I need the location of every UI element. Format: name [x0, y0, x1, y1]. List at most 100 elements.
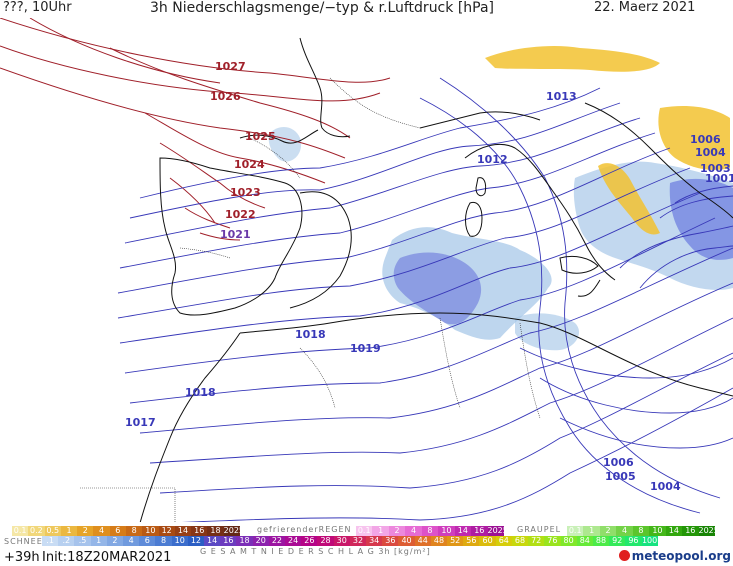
- isobar-label: 1025: [245, 130, 276, 143]
- coast-sicily: [559, 255, 599, 274]
- coast-corsica: [475, 177, 487, 197]
- isobar-label: 1006: [603, 456, 634, 469]
- graupel-scale-bar: 0.112481014162025+: [567, 526, 715, 536]
- scale-swatch: 32: [349, 536, 367, 546]
- scale-swatch: 2025+: [698, 526, 715, 536]
- graupel-title: GRAUPEL: [517, 525, 562, 534]
- scale-swatch: 6: [109, 526, 126, 536]
- scale-swatch: 52: [447, 536, 464, 546]
- scale-swatch: 8: [632, 526, 650, 536]
- isobar-label: 1017: [125, 416, 156, 429]
- freezing-rain-scale-bar: 0.112481014162025+: [356, 526, 504, 536]
- scale-swatch: 14: [174, 526, 192, 536]
- scale-swatch: 80: [560, 536, 577, 546]
- scale-swatch: 16: [191, 526, 208, 536]
- scale-swatch: .5: [74, 536, 91, 546]
- scale-swatch: 14: [204, 536, 221, 546]
- scale-swatch: 48: [430, 536, 448, 546]
- scale-swatch: 2: [106, 536, 124, 546]
- coastlines: [139, 37, 733, 523]
- scale-swatch: 64: [495, 536, 512, 546]
- scale-swatch: 22: [268, 536, 286, 546]
- isobar-label: 1024: [234, 158, 265, 171]
- header-date: 22. Maerz 2021: [594, 0, 696, 15]
- scale-swatch: 16: [220, 536, 237, 546]
- precip-west-med-core: [393, 252, 482, 325]
- scale-swatch: 2025+: [487, 526, 504, 536]
- weather-map: 1027 1026 1025 1024 1023 1022 1021 1018 …: [0, 18, 733, 523]
- scale-swatch: 18: [236, 536, 253, 546]
- scale-swatch: 1: [372, 526, 389, 536]
- scale-swatch: 24: [285, 536, 302, 546]
- scale-swatch: 0.1: [356, 526, 373, 536]
- precip-atlantic: [268, 126, 302, 162]
- coast-alps: [419, 111, 541, 129]
- scale-swatch: 20: [252, 536, 269, 546]
- isobar-label: 1001: [705, 172, 733, 185]
- scale-swatch: 76: [544, 536, 561, 546]
- scale-swatch: 2025+: [223, 526, 240, 536]
- scale-swatch: 0.1: [567, 526, 584, 536]
- scale-swatch: 36: [382, 536, 399, 546]
- scale-swatch: 4: [616, 526, 633, 536]
- precip-italy-yellow: [598, 163, 660, 235]
- rain-scale-bar: 0.10.20.51246810121416182025+: [12, 526, 240, 536]
- scale-swatch: 14: [665, 526, 683, 536]
- scale-swatch: 14: [454, 526, 472, 536]
- coast-balkans: [584, 102, 733, 219]
- isobar-label: 1023: [230, 186, 261, 199]
- isobar-label: 1003: [700, 162, 731, 175]
- snow-scale-bar: .1.2.5 1 2 4 6 8 10 12 14 16 18 20 22 24 26 28 30 32 34 36 4…: [42, 536, 658, 546]
- logo-dot-icon: [618, 550, 630, 561]
- coast-morocco-west: [139, 332, 241, 523]
- scale-swatch: 12: [158, 526, 175, 536]
- scale-swatch: 10: [171, 536, 188, 546]
- isobar-label: 1004: [650, 480, 681, 493]
- scale-swatch: 34: [366, 536, 383, 546]
- scale-swatch: 12: [187, 536, 205, 546]
- isobar-label: 1018: [295, 328, 326, 341]
- isobar-label: 1013: [546, 90, 577, 103]
- scale-swatch: 60: [479, 536, 496, 546]
- isobar-label: 1012: [477, 153, 508, 166]
- precip-balkan-yellow: [658, 106, 730, 170]
- scale-swatch: 68: [511, 536, 529, 546]
- scale-swatch: 0.1: [12, 526, 29, 536]
- coast-italy: [464, 143, 616, 297]
- isobar-label: 1005: [605, 470, 636, 483]
- scale-swatch: 28: [317, 536, 334, 546]
- scale-swatch: 4: [123, 536, 140, 546]
- scale-swatch: 16: [471, 526, 488, 536]
- scale-swatch: 10: [438, 526, 455, 536]
- scale-swatch: 88: [592, 536, 610, 546]
- isobar-label: 1021: [220, 228, 251, 241]
- isobar-label: 1018: [185, 386, 216, 399]
- meteopool-logo[interactable]: meteopool.org: [618, 549, 731, 563]
- precip-alps-yellow: [485, 46, 660, 72]
- snow-title: SCHNEE: [4, 537, 43, 546]
- isobar-labels: 1027 1026 1025 1024 1023 1022 1021 1018 …: [125, 60, 733, 493]
- scale-swatch: 10: [649, 526, 666, 536]
- scale-swatch: 96: [625, 536, 642, 546]
- scale-swatch: 1: [60, 526, 78, 536]
- borders: [80, 77, 541, 523]
- total-precip-title: G E S A M T N I E D E R S C H L A G 3h […: [200, 547, 431, 556]
- freezing-rain-title: gefrierenderREGEN: [257, 525, 352, 534]
- isobar-label: 1022: [225, 208, 256, 221]
- scale-swatch: 10: [142, 526, 159, 536]
- isobar-label: 1004: [695, 146, 726, 159]
- scale-swatch: 84: [576, 536, 593, 546]
- scale-swatch: 0.5: [44, 526, 61, 536]
- isobar-label: 1006: [690, 133, 721, 146]
- scale-swatch: 8: [421, 526, 439, 536]
- coast-spain-east: [289, 191, 352, 309]
- scale-swatch: 72: [528, 536, 545, 546]
- map-header: ???, 10Uhr 3h Niederschlagsmenge/−typ & …: [0, 0, 733, 20]
- header-time: ???, 10Uhr: [3, 0, 72, 15]
- scale-swatch: 6: [139, 536, 156, 546]
- coast-france-britain: [239, 37, 351, 144]
- legend: 0.10.20.51246810121416182025+ gefrierend…: [0, 522, 733, 566]
- isobar-label: 1019: [350, 342, 381, 355]
- coast-sardinia: [465, 201, 483, 237]
- scale-swatch: 0.2: [28, 526, 45, 536]
